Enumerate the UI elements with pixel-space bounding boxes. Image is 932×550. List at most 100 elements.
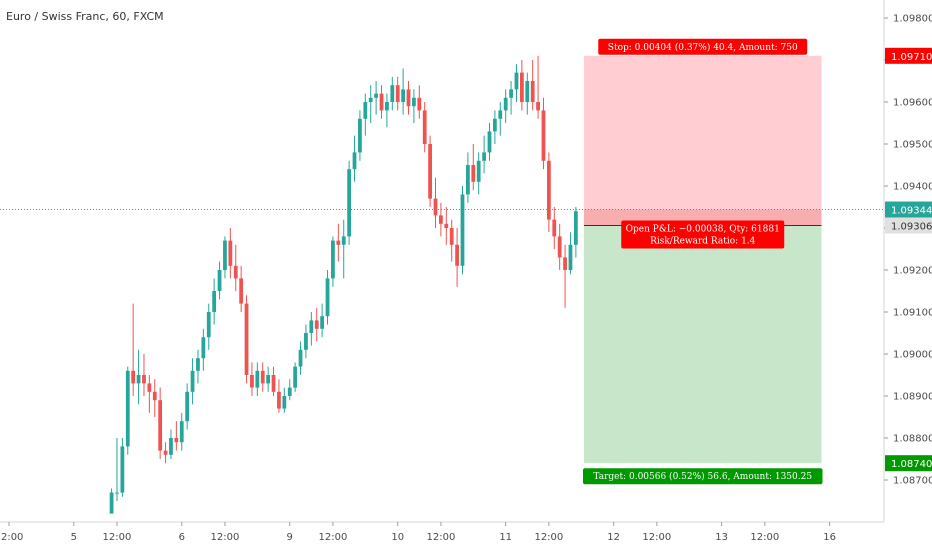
candle-body <box>433 198 438 216</box>
candle <box>125 366 130 455</box>
candle <box>320 303 325 338</box>
candle <box>352 135 357 182</box>
y-tick-label: 1.08800 <box>893 434 932 445</box>
candle-body <box>239 278 244 304</box>
candle <box>428 135 432 207</box>
candle <box>277 379 281 413</box>
candle <box>293 362 298 392</box>
candle <box>158 387 163 459</box>
candle-body <box>417 97 422 111</box>
target-price-tag-text: 1.08740 <box>891 459 932 470</box>
current-price-tag-bg <box>885 201 932 218</box>
candle <box>444 207 449 245</box>
candle-body <box>277 391 281 409</box>
candle-body <box>147 383 152 392</box>
candle-body <box>352 152 357 170</box>
candle-body <box>368 97 373 102</box>
candle <box>412 89 416 123</box>
x-tick-label: 9 <box>287 532 293 543</box>
candle <box>563 244 567 308</box>
candle <box>331 236 335 287</box>
candle-body <box>563 257 567 270</box>
candle <box>541 97 546 170</box>
y-tick-label: 1.09200 <box>893 266 932 277</box>
candle-body <box>163 450 168 455</box>
candle <box>260 362 265 392</box>
candle <box>433 177 438 228</box>
x-tick-label: 12:00 <box>319 532 348 543</box>
candle-body <box>379 93 384 111</box>
x-tick-label: 11 <box>499 532 512 543</box>
x-tick-label: 16 <box>823 532 836 543</box>
candle <box>304 324 308 359</box>
candle-body <box>169 438 173 455</box>
current-price-tag-text: 1.09344 <box>891 206 932 217</box>
candle-body <box>185 391 190 422</box>
candle-body <box>530 81 535 102</box>
candle <box>233 244 238 291</box>
x-tick-label: 12:00 <box>426 532 455 543</box>
candle <box>417 85 422 119</box>
candle <box>250 362 254 396</box>
candle-body <box>201 337 206 359</box>
candle <box>266 366 271 392</box>
stop-zone <box>583 55 822 226</box>
candle-body <box>498 110 503 119</box>
candle-body <box>525 81 530 102</box>
candle <box>196 349 200 384</box>
candle <box>460 186 465 275</box>
y-axis-ticks: 1.08700 1.08800 1.08900 1.09000 1.09100 1.092… <box>884 14 932 487</box>
candle <box>152 379 157 417</box>
candle-body <box>158 400 163 451</box>
candle <box>341 219 346 279</box>
candle-body <box>109 492 114 514</box>
pnl-label: Open P&L: −0.00038, Qty: 61881 Risk/Rewar… <box>621 220 785 249</box>
candle <box>498 102 503 136</box>
candle-body <box>557 236 562 258</box>
candle <box>449 219 454 262</box>
candle <box>287 379 292 401</box>
candle-body <box>298 349 303 367</box>
candle <box>131 303 136 396</box>
stop-label-bg <box>598 38 808 55</box>
candle-body <box>314 320 319 329</box>
x-tick-label: 12:00 <box>750 532 779 543</box>
candle-body <box>466 165 470 195</box>
candle-body <box>336 240 341 245</box>
candle-body <box>482 152 486 161</box>
candle <box>185 383 190 430</box>
candle <box>244 295 249 384</box>
candle <box>487 123 492 161</box>
candle-body <box>174 438 179 443</box>
candle-body <box>142 375 146 384</box>
x-tick-label: 12:00 <box>0 532 23 543</box>
candle-body <box>471 165 476 182</box>
pnl-label-bg <box>621 220 785 249</box>
stop-price-tag-bg <box>885 47 932 64</box>
candle-body <box>250 375 254 388</box>
candle-body <box>152 391 157 401</box>
candle <box>525 72 530 115</box>
candle-body <box>460 194 465 266</box>
candle <box>336 223 341 262</box>
current-price-tag: 1.09344 <box>885 201 932 218</box>
x-tick-label: 12:00 <box>103 532 132 543</box>
candle-body <box>228 240 233 266</box>
candle-body <box>309 320 314 333</box>
candle <box>395 76 400 111</box>
x-tick-label: 10 <box>391 532 404 543</box>
x-tick-label: 12:00 <box>211 532 240 543</box>
candle <box>406 81 411 115</box>
candle-body <box>568 244 573 270</box>
candle <box>223 236 227 279</box>
candle-body <box>212 291 217 312</box>
candle <box>552 207 557 249</box>
candle-body <box>406 89 411 107</box>
target-label-bg <box>582 468 823 485</box>
candle-body <box>412 97 416 107</box>
candle <box>363 93 368 136</box>
candle-body <box>179 421 184 443</box>
y-tick-label: 1.09600 <box>893 98 932 109</box>
candle-body <box>395 85 400 102</box>
candle-body <box>320 316 325 329</box>
